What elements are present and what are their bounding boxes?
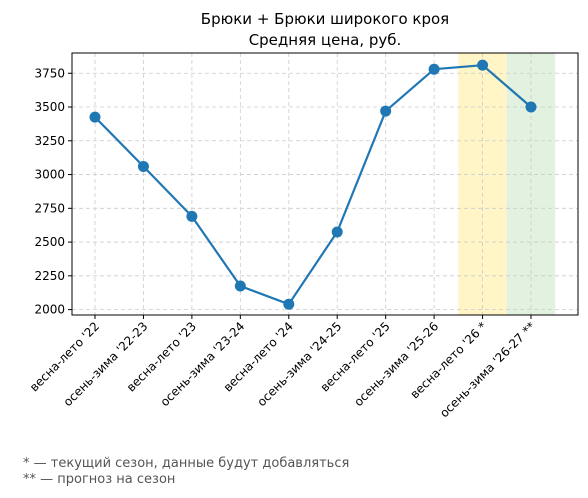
y-tick-label: 2000 (34, 303, 65, 317)
series-line-group (94, 64, 532, 306)
data-points (89, 59, 537, 310)
footnote-current-season: * — текущий сезон, данные будут добавлят… (23, 456, 350, 471)
plot-frame (71, 52, 579, 316)
footnote-forecast: ** — прогноз на сезон (23, 472, 176, 487)
data-point (525, 101, 537, 113)
x-tick-label: осень-зима '25-26 (351, 319, 441, 409)
y-tick-label: 2250 (34, 269, 65, 283)
y-tick-label: 3750 (34, 66, 65, 80)
data-point (380, 105, 392, 117)
y-tick-label: 3500 (34, 100, 65, 114)
data-point (428, 63, 440, 75)
y-tick-label: 2500 (34, 235, 65, 249)
y-tick-label: 3000 (34, 168, 65, 182)
data-point (186, 210, 198, 222)
series-line (94, 64, 532, 306)
data-point (89, 111, 101, 123)
x-tick-label: осень-зима '22-23 (61, 319, 151, 409)
grid (72, 53, 578, 315)
x-tick-label: осень-зима '26-27 ** (437, 319, 538, 420)
data-point (283, 298, 295, 310)
y-axis: 2000 2250 2500 2750 3000 3250 3500 3750 (34, 66, 72, 317)
data-point (137, 160, 149, 172)
x-tick-label: осень-зима '24-25 (254, 319, 344, 409)
y-tick-label: 2750 (34, 201, 65, 215)
data-point (477, 59, 489, 71)
chart-subtitle: Средняя цена, руб. (249, 31, 402, 49)
data-point (331, 226, 343, 238)
data-point (234, 280, 246, 292)
x-tick-label: осень-зима '23-24 (158, 319, 248, 409)
y-tick-label: 3250 (34, 134, 65, 148)
chart-title: Брюки + Брюки широкого кроя (201, 10, 449, 28)
